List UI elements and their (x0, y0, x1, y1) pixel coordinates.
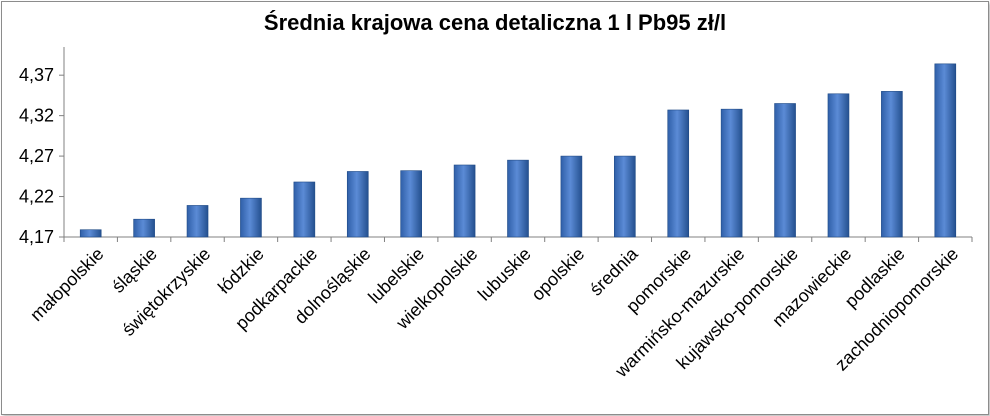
bar (774, 103, 796, 238)
bars (79, 63, 957, 238)
x-tick-label: opolskie (527, 244, 588, 305)
bar (346, 171, 369, 238)
bar (560, 155, 583, 238)
y-tick-label: 4,37 (19, 65, 54, 85)
y-tick-label: 4,27 (19, 146, 54, 166)
bar (79, 229, 102, 238)
chart-title: Średnia krajowa cena detaliczna 1 l Pb95… (264, 10, 726, 35)
x-tick-label: małopolskie (26, 244, 107, 325)
bar (240, 197, 262, 238)
y-tick-labels: 4,17 4,22 4,27 4,32 4,37 (19, 65, 54, 247)
bar (293, 181, 316, 238)
bar (720, 108, 743, 238)
y-tick-label: 4,17 (19, 227, 54, 247)
bar (453, 164, 476, 238)
bar (827, 93, 850, 238)
bar (934, 63, 957, 238)
x-tick-label: lubuskie (474, 244, 535, 305)
y-tick-label: 4,32 (19, 106, 54, 126)
bar (400, 170, 422, 238)
bar (667, 109, 690, 238)
bar (881, 91, 903, 238)
x-tick-label: śląskie (108, 244, 161, 297)
bar (133, 218, 155, 238)
bar (614, 155, 636, 238)
x-tick-label: łódzkie (214, 244, 268, 298)
bar (507, 159, 529, 238)
y-tick-label: 4,22 (19, 187, 54, 207)
bar (186, 205, 209, 238)
